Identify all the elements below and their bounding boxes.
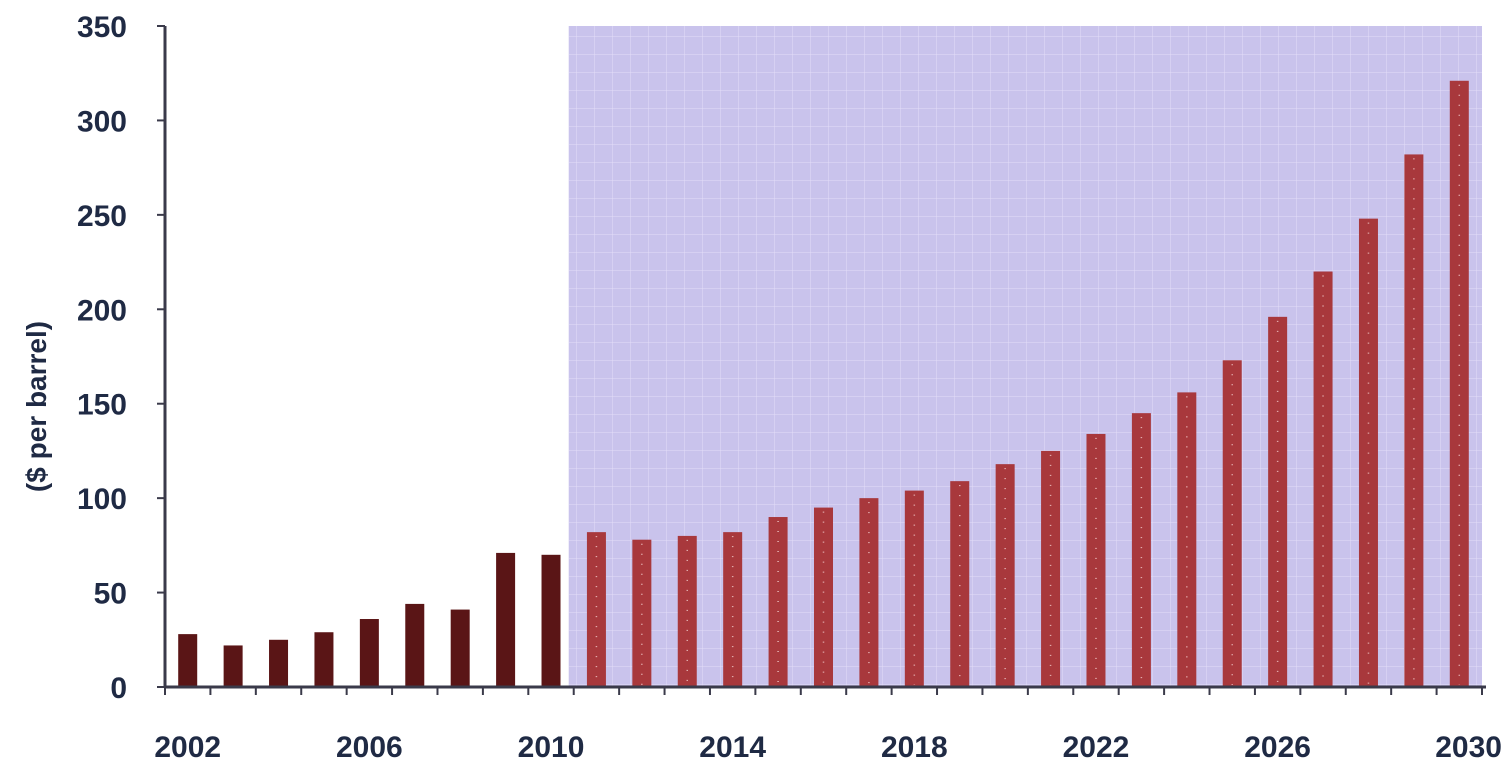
bar-2007: [405, 603, 425, 687]
y-tick-label-0: 0: [110, 672, 127, 705]
bar-2010: [541, 554, 561, 687]
bar-2012: [632, 539, 652, 687]
x-tick-label-2022: 2022: [1063, 731, 1130, 762]
x-tick-label-2006: 2006: [336, 731, 403, 762]
bar-2025: [1222, 360, 1242, 687]
bar-2009: [496, 552, 516, 687]
x-tick-label-2018: 2018: [881, 731, 948, 762]
y-tick-label-50: 50: [94, 578, 127, 611]
y-tick-label-150: 150: [77, 389, 127, 422]
x-tick-label-2010: 2010: [518, 731, 585, 762]
bar-2008: [450, 609, 470, 687]
bar-2021: [1041, 450, 1061, 687]
y-tick-label-100: 100: [77, 483, 127, 516]
bar-2027: [1313, 271, 1333, 687]
bar-2002: [178, 634, 198, 687]
bar-2014: [723, 532, 743, 687]
x-tick-label-2030: 2030: [1435, 731, 1502, 762]
bar-2030: [1449, 80, 1469, 688]
bar-2011: [586, 532, 606, 687]
bar-2024: [1177, 392, 1197, 687]
bar-2029: [1404, 154, 1424, 687]
bars: [178, 80, 1469, 688]
bar-2013: [677, 535, 697, 687]
bar-2018: [904, 490, 924, 687]
bar-2005: [314, 632, 334, 687]
bar-2019: [950, 481, 970, 687]
projection-shade-grid-texture: [568, 26, 1482, 687]
bar-2003: [223, 645, 243, 687]
bar-2004: [269, 639, 289, 687]
x-tick-label-2002: 2002: [154, 731, 221, 762]
y-tick-labels: 0 50 100 150 200 250 300 350: [77, 11, 127, 705]
bar-2023: [1131, 413, 1151, 687]
y-axis-label: ($ per barrel): [21, 321, 52, 492]
y-tick-label-300: 300: [77, 105, 127, 138]
y-tick-label-200: 200: [77, 294, 127, 327]
bar-2016: [814, 507, 833, 687]
bar-2006: [359, 619, 379, 687]
bar-2022: [1086, 433, 1106, 687]
axes: [157, 25, 1486, 695]
bar-2020: [995, 464, 1015, 687]
y-tick-label-350: 350: [77, 11, 127, 44]
x-tick-label-2026: 2026: [1244, 731, 1311, 762]
projection-shade-region: [568, 26, 1482, 687]
x-tick-label-2014: 2014: [699, 731, 766, 762]
x-tick-labels: 2002 2006 2010 2014 2018 2022 2026 2030: [154, 731, 1502, 762]
y-tick-label-250: 250: [77, 200, 127, 233]
bar-2026: [1268, 316, 1288, 687]
